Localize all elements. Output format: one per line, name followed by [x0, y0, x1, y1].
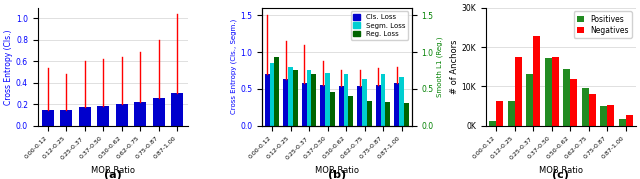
Bar	[284, 79, 288, 126]
Bar	[404, 103, 409, 126]
Bar	[589, 94, 596, 126]
Legend: Positives, Negatives: Positives, Negatives	[573, 11, 632, 38]
Bar	[533, 36, 540, 126]
Text: (b): (b)	[328, 170, 346, 179]
Bar	[508, 101, 515, 126]
Bar	[344, 74, 348, 126]
Bar	[582, 88, 589, 126]
X-axis label: MOB Ratio: MOB Ratio	[315, 166, 359, 175]
Bar	[367, 101, 372, 126]
X-axis label: MOB Ratio: MOB Ratio	[91, 166, 134, 175]
Bar	[60, 110, 72, 126]
Y-axis label: Cross Entropy (Cls.): Cross Entropy (Cls.)	[4, 29, 13, 105]
Bar	[293, 70, 298, 126]
Bar	[619, 119, 626, 126]
Bar	[79, 107, 91, 126]
Bar	[265, 74, 269, 126]
Bar	[563, 69, 570, 126]
Y-axis label: Smooth L1 (Reg.): Smooth L1 (Reg.)	[436, 37, 443, 97]
Bar	[312, 74, 316, 126]
Bar	[42, 110, 54, 126]
Bar	[545, 58, 552, 126]
Bar	[489, 121, 496, 126]
Bar	[607, 105, 614, 126]
Bar	[321, 84, 325, 126]
Bar	[302, 83, 307, 126]
Bar	[116, 104, 128, 126]
Bar	[97, 106, 109, 126]
Bar	[269, 63, 275, 126]
Legend: Cls. Loss, Segm. Loss, Reg. Loss: Cls. Loss, Segm. Loss, Reg. Loss	[351, 11, 408, 40]
Bar	[357, 86, 362, 126]
Bar	[496, 101, 503, 126]
Bar	[515, 57, 522, 126]
Bar	[172, 93, 184, 126]
Text: (c): (c)	[552, 170, 570, 179]
Bar	[288, 67, 293, 126]
Bar	[394, 83, 399, 126]
Bar	[134, 102, 147, 126]
Bar	[600, 106, 607, 126]
Bar	[362, 79, 367, 126]
Bar	[381, 74, 385, 126]
Bar	[385, 102, 390, 126]
Text: (a): (a)	[104, 170, 122, 179]
Bar	[526, 74, 533, 126]
Bar	[339, 86, 344, 126]
Bar	[330, 92, 335, 126]
X-axis label: MOB Ratio: MOB Ratio	[539, 166, 583, 175]
Bar	[552, 57, 559, 126]
Bar	[399, 77, 404, 126]
Bar	[153, 98, 165, 126]
Bar	[570, 79, 577, 126]
Bar	[376, 84, 381, 126]
Y-axis label: Cross Entropy (Cls., Segm.): Cross Entropy (Cls., Segm.)	[231, 19, 237, 114]
Bar	[325, 73, 330, 126]
Y-axis label: # of Anchors: # of Anchors	[450, 40, 459, 94]
Bar	[275, 57, 279, 126]
Bar	[626, 115, 633, 126]
Bar	[348, 96, 353, 126]
Bar	[307, 70, 312, 126]
